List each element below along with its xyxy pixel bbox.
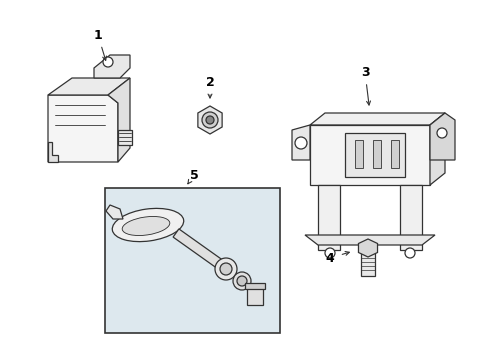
Circle shape: [404, 248, 414, 258]
Polygon shape: [429, 113, 454, 160]
Ellipse shape: [112, 208, 183, 242]
Polygon shape: [48, 78, 130, 95]
Polygon shape: [309, 125, 429, 185]
Polygon shape: [118, 130, 132, 145]
Circle shape: [220, 263, 231, 275]
Bar: [105, 188, 280, 333]
Circle shape: [232, 272, 250, 290]
Circle shape: [237, 276, 246, 286]
Polygon shape: [48, 95, 118, 162]
Circle shape: [205, 116, 214, 124]
Polygon shape: [358, 239, 377, 257]
Ellipse shape: [122, 216, 169, 235]
Circle shape: [294, 137, 306, 149]
Text: 2: 2: [205, 76, 214, 89]
Polygon shape: [246, 287, 263, 305]
Text: 6: 6: [233, 271, 242, 284]
Circle shape: [325, 248, 334, 258]
Polygon shape: [244, 283, 264, 289]
Bar: [354, 140, 362, 168]
Text: 3: 3: [360, 66, 368, 78]
Polygon shape: [360, 253, 374, 276]
Circle shape: [202, 112, 218, 128]
Polygon shape: [429, 113, 444, 185]
Circle shape: [103, 57, 113, 67]
Text: 4: 4: [325, 252, 334, 265]
Polygon shape: [106, 205, 123, 219]
Text: 1: 1: [93, 28, 102, 41]
Polygon shape: [345, 133, 404, 177]
Polygon shape: [309, 113, 444, 125]
Polygon shape: [305, 235, 434, 245]
Polygon shape: [173, 229, 224, 269]
Polygon shape: [399, 185, 421, 250]
Text: 5: 5: [189, 168, 198, 181]
Polygon shape: [317, 185, 339, 250]
Polygon shape: [94, 55, 130, 78]
Bar: [390, 140, 398, 168]
Bar: [372, 140, 380, 168]
Circle shape: [215, 258, 237, 280]
Polygon shape: [48, 142, 58, 162]
Polygon shape: [198, 106, 222, 134]
Polygon shape: [291, 125, 309, 160]
Polygon shape: [108, 78, 130, 162]
Circle shape: [436, 128, 446, 138]
